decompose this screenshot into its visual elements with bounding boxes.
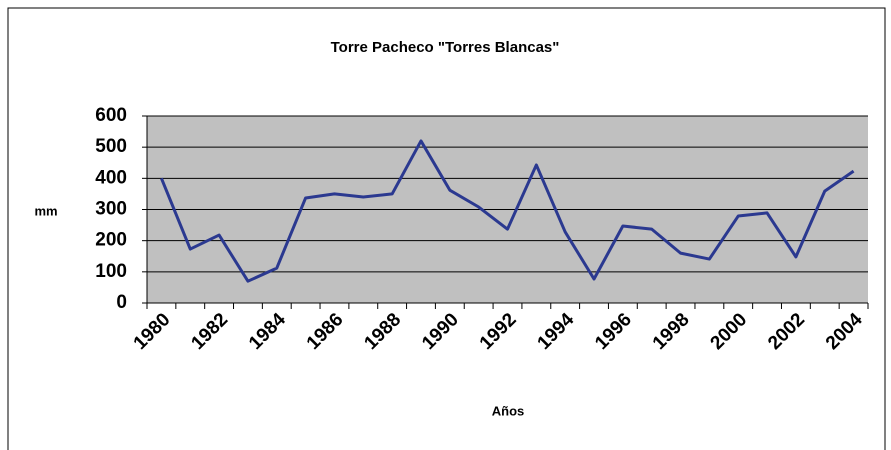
y-tick-label: 500 — [95, 136, 127, 157]
x-tick-label: 1996 — [591, 309, 636, 354]
x-tick-label: 2002 — [764, 309, 809, 354]
x-tick-label: 1992 — [476, 309, 521, 354]
y-tick-label: 200 — [95, 230, 127, 251]
data-line — [160, 139, 855, 283]
y-tick-label: 0 — [116, 292, 127, 313]
y-tick-label: 400 — [95, 167, 127, 188]
x-tick-label: 1994 — [534, 309, 579, 354]
x-tick-label: 1980 — [130, 309, 175, 354]
y-tick-label: 100 — [95, 261, 127, 282]
x-tick-label: 2004 — [822, 309, 867, 354]
x-tick-label: 2000 — [707, 309, 752, 354]
chart-border — [7, 7, 886, 450]
x-axis-label: Años — [492, 403, 525, 418]
y-tick-label: 600 — [95, 105, 127, 126]
x-tick-label: 1982 — [187, 309, 232, 354]
x-tick-label: 1984 — [245, 309, 290, 354]
y-tick-label: 300 — [95, 199, 127, 220]
x-tick-label: 1986 — [303, 309, 348, 354]
chart-title: Torre Pacheco "Torres Blancas" — [331, 39, 560, 56]
x-tick-label: 1990 — [418, 309, 463, 354]
x-tick-label: 1988 — [360, 309, 405, 354]
x-tick-label: 1998 — [649, 309, 694, 354]
y-axis-label: mm — [34, 203, 57, 218]
